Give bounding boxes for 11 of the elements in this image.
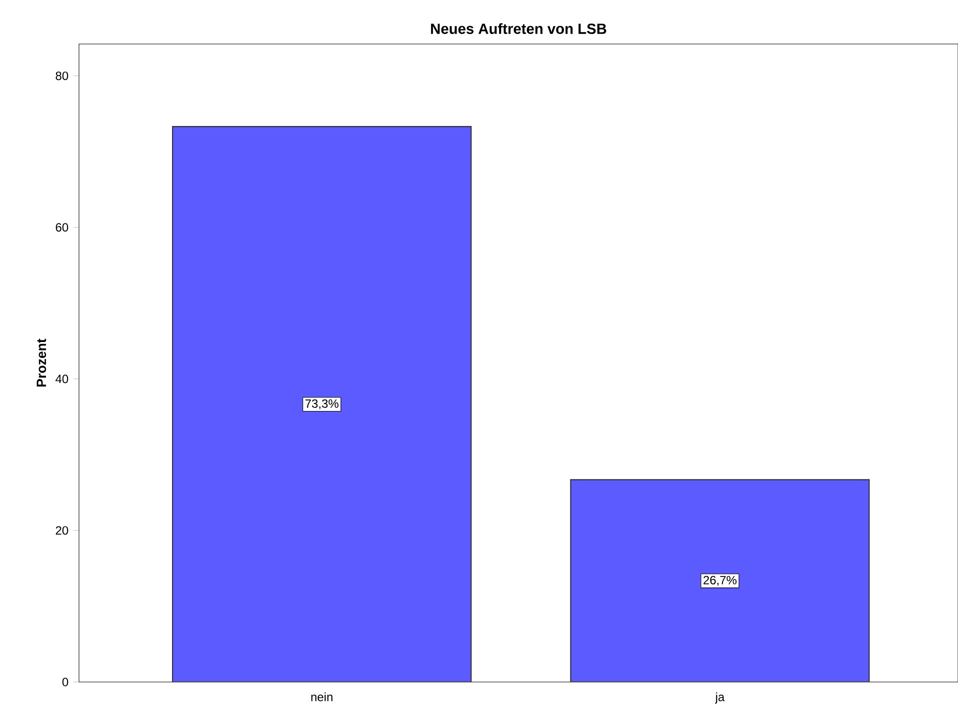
x-tick-label: nein <box>311 692 332 702</box>
y-tick-label: 60 <box>56 223 68 232</box>
data-label: 73,3% <box>305 399 338 410</box>
y-axis-title: Prozent <box>36 338 46 387</box>
y-tick-label: 80 <box>56 72 68 80</box>
chart-title: Neues Auftreten von LSB <box>431 23 606 34</box>
data-label: 26,7% <box>704 576 737 586</box>
x-tick-label: ja <box>714 692 725 704</box>
y-tick-label: 40 <box>56 374 68 384</box>
y-tick-label: 20 <box>56 526 68 535</box>
y-tick-label: 0 <box>62 678 68 686</box>
